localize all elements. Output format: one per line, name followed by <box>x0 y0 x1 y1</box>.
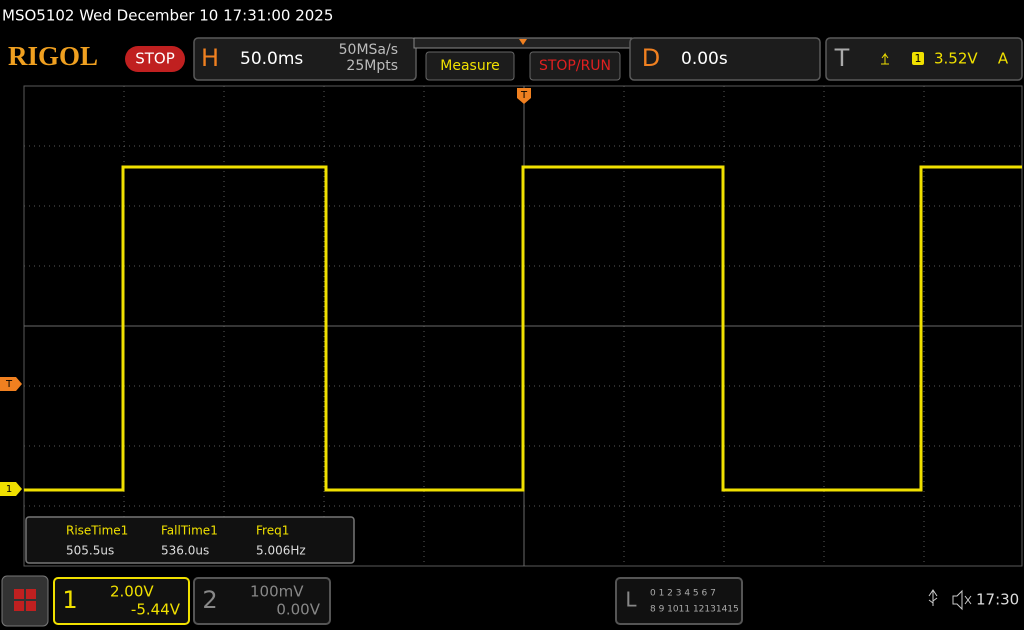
t-label: T <box>834 44 850 72</box>
edge-icon <box>881 52 889 65</box>
measure-box <box>25 516 355 564</box>
memory-depth: 25Mpts <box>346 58 398 74</box>
logic-row2: 8 9 1011 12131415 <box>650 605 739 615</box>
logo: RIGOL <box>8 41 98 71</box>
source-badge <box>912 52 924 65</box>
measure-header: Freq1 <box>256 524 289 538</box>
measure-value: 536.0us <box>161 544 209 558</box>
channel1-offset: -5.44V <box>131 601 181 619</box>
measure-value: 505.5us <box>66 544 114 558</box>
model-date: MSO5102 Wed December 10 17:31:00 2025 <box>2 7 333 25</box>
trigger-source: 1 <box>915 52 922 65</box>
channel1-panel[interactable] <box>53 577 190 625</box>
channel1-marker-label: 1 <box>6 484 12 495</box>
waveform <box>24 165 1022 492</box>
measure-header: FallTime1 <box>161 524 218 538</box>
logic-label: L <box>625 588 637 612</box>
status: STOP <box>135 50 175 68</box>
timebase: 50.0ms <box>240 49 303 69</box>
channel1-number: 1 <box>62 586 77 614</box>
channel1-marker[interactable] <box>0 482 22 496</box>
channel2-offset: 0.00V <box>276 601 320 619</box>
channel2-panel[interactable] <box>193 577 331 625</box>
channel2-scale: 100mV <box>250 583 304 601</box>
measure-value: 5.006Hz <box>256 544 306 558</box>
usb-icon <box>928 589 938 606</box>
logic-row1: 0 1 2 3 4 5 6 7 <box>650 589 716 599</box>
stop-run-button[interactable] <box>529 51 621 81</box>
sample-rate: 50MSa/s <box>339 42 398 58</box>
trigger-level-label: T <box>5 379 13 390</box>
channel1-scale: 2.00V <box>110 583 154 601</box>
mute-icon[interactable] <box>952 589 972 611</box>
measure-button[interactable] <box>425 51 515 81</box>
measure-header: RiseTime1 <box>66 524 128 538</box>
trigger-level: 3.52V <box>934 50 978 68</box>
stop-run-label: STOP/RUN <box>539 58 611 74</box>
d-label: D <box>642 44 660 72</box>
trigger-mode: A <box>998 50 1009 68</box>
delay-panel[interactable] <box>629 37 821 81</box>
delay-value: 0.00s <box>681 49 728 69</box>
channel2-number: 2 <box>202 586 217 614</box>
logic-panel[interactable] <box>615 577 743 625</box>
horizontal-panel[interactable] <box>193 37 417 81</box>
trigger-top-label: T <box>520 90 528 101</box>
stop-badge[interactable] <box>125 46 185 72</box>
menu-icon <box>14 589 36 611</box>
clock: 17:30 <box>976 591 1019 609</box>
trigger-level-marker[interactable] <box>0 377 22 391</box>
menu-button[interactable] <box>1 575 49 627</box>
measure-label: Measure <box>440 58 500 74</box>
trigger-position-marker[interactable] <box>517 88 531 104</box>
h-label: H <box>201 44 219 72</box>
memory-pointer <box>519 39 527 45</box>
